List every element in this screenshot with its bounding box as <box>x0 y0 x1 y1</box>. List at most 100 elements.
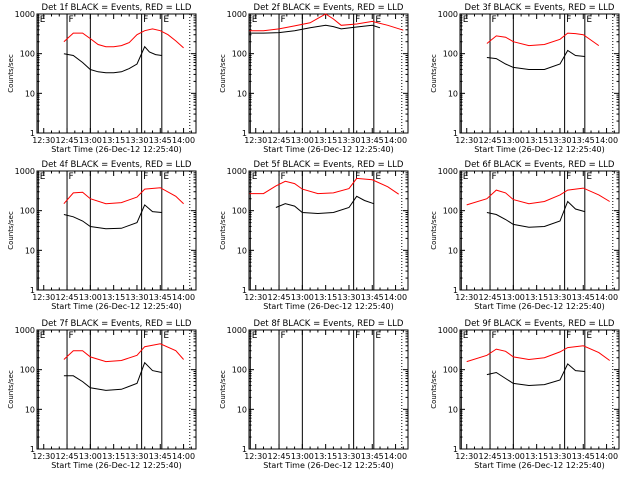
time-marker-label: E <box>463 15 469 25</box>
time-marker-label: E <box>163 331 169 341</box>
series-events-line <box>486 49 585 70</box>
x-axis-label: Start Time (26-Dec-12 12:25:40) <box>263 145 394 154</box>
x-tick-label: 14:00 <box>172 452 195 461</box>
x-tick-label: 13:15 <box>314 293 337 302</box>
x-tick-label: 13:45 <box>361 136 384 145</box>
y-tick-label: 1 <box>453 129 458 138</box>
y-tick-label: 1 <box>453 286 458 295</box>
x-axis-label: Start Time (26-Dec-12 12:25:40) <box>263 461 394 470</box>
plot-frame <box>248 13 409 134</box>
x-tick-label: 13:30 <box>125 452 148 461</box>
y-tick-label: 1 <box>30 445 35 454</box>
x-tick-label: 12:30 <box>244 136 267 145</box>
x-tick-label: 12:45 <box>479 136 502 145</box>
x-axis-label: Start Time (26-Dec-12 12:25:40) <box>51 145 182 154</box>
y-tick-label: 1000 <box>227 326 247 335</box>
x-tick-label: 13:45 <box>361 452 384 461</box>
series-events-line <box>249 24 381 34</box>
series-events-line <box>486 200 585 228</box>
panel-title: Det 2f BLACK = Events, RED = LLD <box>254 3 404 13</box>
y-tick-label: 1 <box>453 445 458 454</box>
x-tick-label: 12:45 <box>268 293 291 302</box>
y-tick-label: 1 <box>30 129 35 138</box>
x-tick-label: 13:15 <box>525 136 548 145</box>
time-marker-label: F <box>69 331 74 341</box>
y-axis-label: Counts/sec <box>7 211 15 250</box>
y-axis-label: Counts/sec <box>430 54 438 93</box>
time-marker-label: F <box>281 331 286 341</box>
time-marker-label: F <box>281 15 286 25</box>
y-tick-label: 1000 <box>438 10 458 19</box>
x-tick-label: 13:00 <box>79 452 102 461</box>
x-tick-label: 12:45 <box>479 452 502 461</box>
y-axis-label: Counts/sec <box>7 370 15 409</box>
y-tick-label: 1 <box>242 129 247 138</box>
time-marker-label: E <box>586 172 592 182</box>
y-tick-label: 100 <box>20 207 35 216</box>
time-marker-label: F <box>492 15 497 25</box>
time-marker-label: E <box>252 331 258 341</box>
time-marker-label: F <box>281 172 286 182</box>
x-axis-label: Start Time (26-Dec-12 12:25:40) <box>474 302 605 311</box>
y-tick-label: 10 <box>448 405 458 414</box>
x-tick-label: 13:15 <box>525 452 548 461</box>
x-tick-label: 12:30 <box>244 452 267 461</box>
panel-det-9: Det 9f BLACK = Events, RED = LLD 1 10 100 10… <box>430 319 620 470</box>
time-marker-label: F <box>566 331 571 341</box>
y-tick-label: 100 <box>443 207 458 216</box>
x-tick-label: 13:15 <box>314 452 337 461</box>
time-marker-label: F <box>355 172 360 182</box>
x-tick-label: 13:30 <box>337 452 360 461</box>
y-tick-label: 10 <box>25 405 35 414</box>
y-tick-label: 1 <box>242 286 247 295</box>
x-tick-label: 12:45 <box>268 136 291 145</box>
y-tick-label: 10 <box>25 246 35 255</box>
y-tick-label: 1000 <box>227 167 247 176</box>
panel-title: Det 7f BLACK = Events, RED = LLD <box>42 319 192 329</box>
x-tick-label: 13:15 <box>102 452 125 461</box>
x-tick-label: 13:00 <box>291 293 314 302</box>
series-lld-line <box>466 187 610 206</box>
time-marker-label: E <box>252 15 258 25</box>
time-marker-label: E <box>163 15 169 25</box>
plot-frame <box>459 13 620 134</box>
x-tick-label: 12:30 <box>32 136 55 145</box>
time-marker-label: E <box>463 172 469 182</box>
x-axis-label: Start Time (26-Dec-12 12:25:40) <box>51 302 182 311</box>
series-events-line <box>63 361 162 391</box>
x-tick-label: 13:45 <box>572 136 595 145</box>
series-lld-line <box>466 345 610 363</box>
time-marker-label: E <box>40 172 46 182</box>
x-tick-label: 12:45 <box>56 293 79 302</box>
x-axis-label: Start Time (26-Dec-12 12:25:40) <box>51 461 182 470</box>
time-marker-label: E <box>586 15 592 25</box>
time-marker-label: E <box>375 331 381 341</box>
x-tick-label: 12:30 <box>244 293 267 302</box>
series-lld-line <box>249 13 404 32</box>
series-lld-line <box>249 177 399 195</box>
x-axis-label: Start Time (26-Dec-12 12:25:40) <box>474 145 605 154</box>
plot-frame <box>459 329 620 450</box>
series-lld-line <box>486 32 600 47</box>
time-marker-label: E <box>40 15 46 25</box>
x-tick-label: 12:30 <box>32 452 55 461</box>
y-axis-label: Counts/sec <box>7 54 15 93</box>
time-marker-label: E <box>163 172 169 182</box>
panel-det-2: Det 2f BLACK = Events, RED = LLD 1 10 100 10… <box>219 3 409 154</box>
y-tick-label: 10 <box>237 246 247 255</box>
panel-det-1: Det 1f BLACK = Events, RED = LLD 1 10 100 10… <box>7 3 197 154</box>
x-tick-label: 13:30 <box>125 293 148 302</box>
y-tick-label: 100 <box>443 366 458 375</box>
panel-title: Det 5f BLACK = Events, RED = LLD <box>254 160 404 170</box>
x-tick-label: 13:00 <box>291 136 314 145</box>
plot-frame <box>248 170 409 291</box>
panel-det-3: Det 3f BLACK = Events, RED = LLD 1 10 100 10… <box>430 3 620 154</box>
time-marker-label: F <box>69 172 74 182</box>
x-axis-label: Start Time (26-Dec-12 12:25:40) <box>263 302 394 311</box>
time-marker-label: F <box>355 331 360 341</box>
y-tick-label: 10 <box>237 405 247 414</box>
x-tick-label: 12:45 <box>56 136 79 145</box>
y-tick-label: 100 <box>20 366 35 375</box>
panel-title: Det 6f BLACK = Events, RED = LLD <box>465 160 615 170</box>
